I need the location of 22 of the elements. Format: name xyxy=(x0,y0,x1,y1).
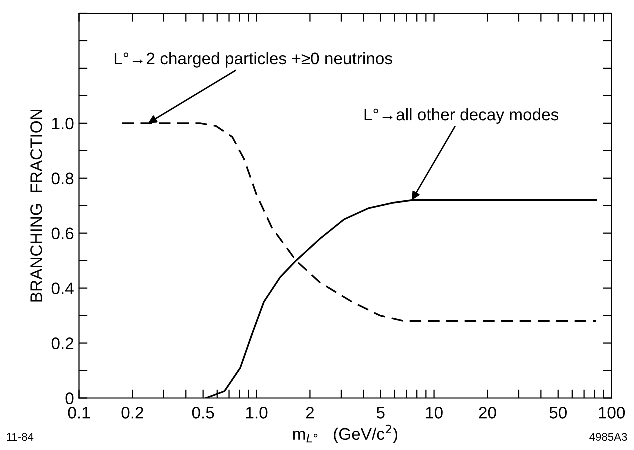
y-tick-label: 0.8 xyxy=(52,172,74,185)
text: m$_{L°}$ (GeV/c$^{2}$) xyxy=(293,424,398,444)
x-tick-label: 2 xyxy=(306,407,314,419)
y-tick-label: 0.2 xyxy=(52,338,74,350)
text: 4985A3 xyxy=(590,433,628,442)
y-axis-title: BRANCHING FRACTION xyxy=(30,110,42,302)
y-tick-label: 0.4 xyxy=(52,282,74,295)
y-tick-label: 1.0 xyxy=(52,118,74,130)
y-tick-label: 0 xyxy=(66,392,74,404)
x-tick-label: 0.5 xyxy=(192,407,214,419)
x-tick-label: 0.1 xyxy=(68,407,90,419)
x-tick-label: 10 xyxy=(426,407,443,419)
x-tick-label: 0.2 xyxy=(122,407,144,419)
y-tick-label: 0.6 xyxy=(52,228,74,240)
x-tick-label: 5 xyxy=(376,407,385,419)
x-tick-label: 1.0 xyxy=(246,407,268,419)
x-tick-label: 20 xyxy=(479,407,496,419)
x-tick-label: 100 xyxy=(599,407,626,419)
annotation: L°→all other decay modes xyxy=(364,108,559,124)
annotation: L°→2 charged particles +≥0 neutrinos xyxy=(114,52,392,68)
text: 11-84 xyxy=(7,433,34,442)
x-tick-label: 50 xyxy=(550,407,567,419)
